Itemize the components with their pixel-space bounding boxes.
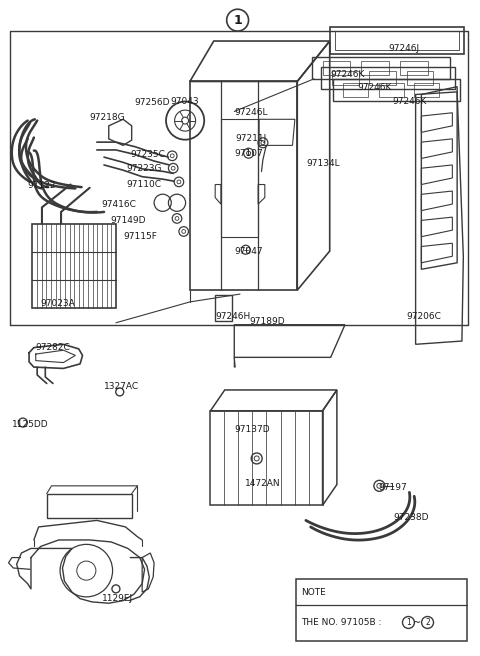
Text: NOTE: NOTE [301, 588, 326, 597]
Text: 97206C: 97206C [406, 312, 441, 321]
Bar [210, 411, 323, 505]
Text: 97246K: 97246K [393, 96, 427, 106]
Text: 1: 1 [233, 14, 242, 27]
Text: THE NO. 97105B :: THE NO. 97105B : [301, 618, 384, 627]
Bar [296, 579, 467, 641]
Text: 1125DD: 1125DD [12, 420, 48, 429]
Text: 1327AC: 1327AC [104, 382, 139, 391]
Text: 97189D: 97189D [250, 317, 285, 326]
Text: 97235C: 97235C [130, 150, 165, 159]
Text: 97023A: 97023A [40, 298, 75, 308]
Text: 1: 1 [406, 618, 411, 627]
Text: 97246K: 97246K [357, 83, 391, 92]
Text: 97211J: 97211J [235, 134, 266, 144]
Text: 97246J: 97246J [388, 45, 419, 53]
Text: 97149D: 97149D [110, 216, 146, 225]
Text: 97197: 97197 [378, 483, 407, 492]
Text: 97246H: 97246H [215, 312, 251, 321]
Text: 97282C: 97282C [36, 343, 71, 352]
Text: 97107: 97107 [234, 149, 263, 157]
Text: 97047: 97047 [234, 247, 263, 256]
Bar [47, 494, 132, 518]
Text: 97256D: 97256D [134, 98, 169, 108]
Text: ~: ~ [413, 617, 421, 628]
Text: 97246L: 97246L [234, 108, 268, 117]
Text: 97238D: 97238D [394, 512, 429, 522]
Text: 97218G: 97218G [90, 113, 125, 122]
Text: 97115F: 97115F [123, 232, 157, 241]
Text: 97223G: 97223G [126, 165, 162, 173]
Bar [215, 295, 232, 321]
Text: 97110C: 97110C [126, 180, 161, 189]
Text: 97137D: 97137D [234, 424, 270, 434]
Text: 97043: 97043 [171, 96, 199, 106]
Text: 1472AN: 1472AN [245, 479, 280, 487]
Text: 97122: 97122 [28, 181, 56, 190]
Text: 97134L: 97134L [307, 159, 340, 168]
Bar [33, 224, 116, 308]
Text: 2: 2 [425, 618, 430, 627]
Text: 1129EJ: 1129EJ [102, 594, 133, 603]
Text: 97246K: 97246K [331, 70, 365, 79]
Text: 97416C: 97416C [102, 199, 136, 209]
